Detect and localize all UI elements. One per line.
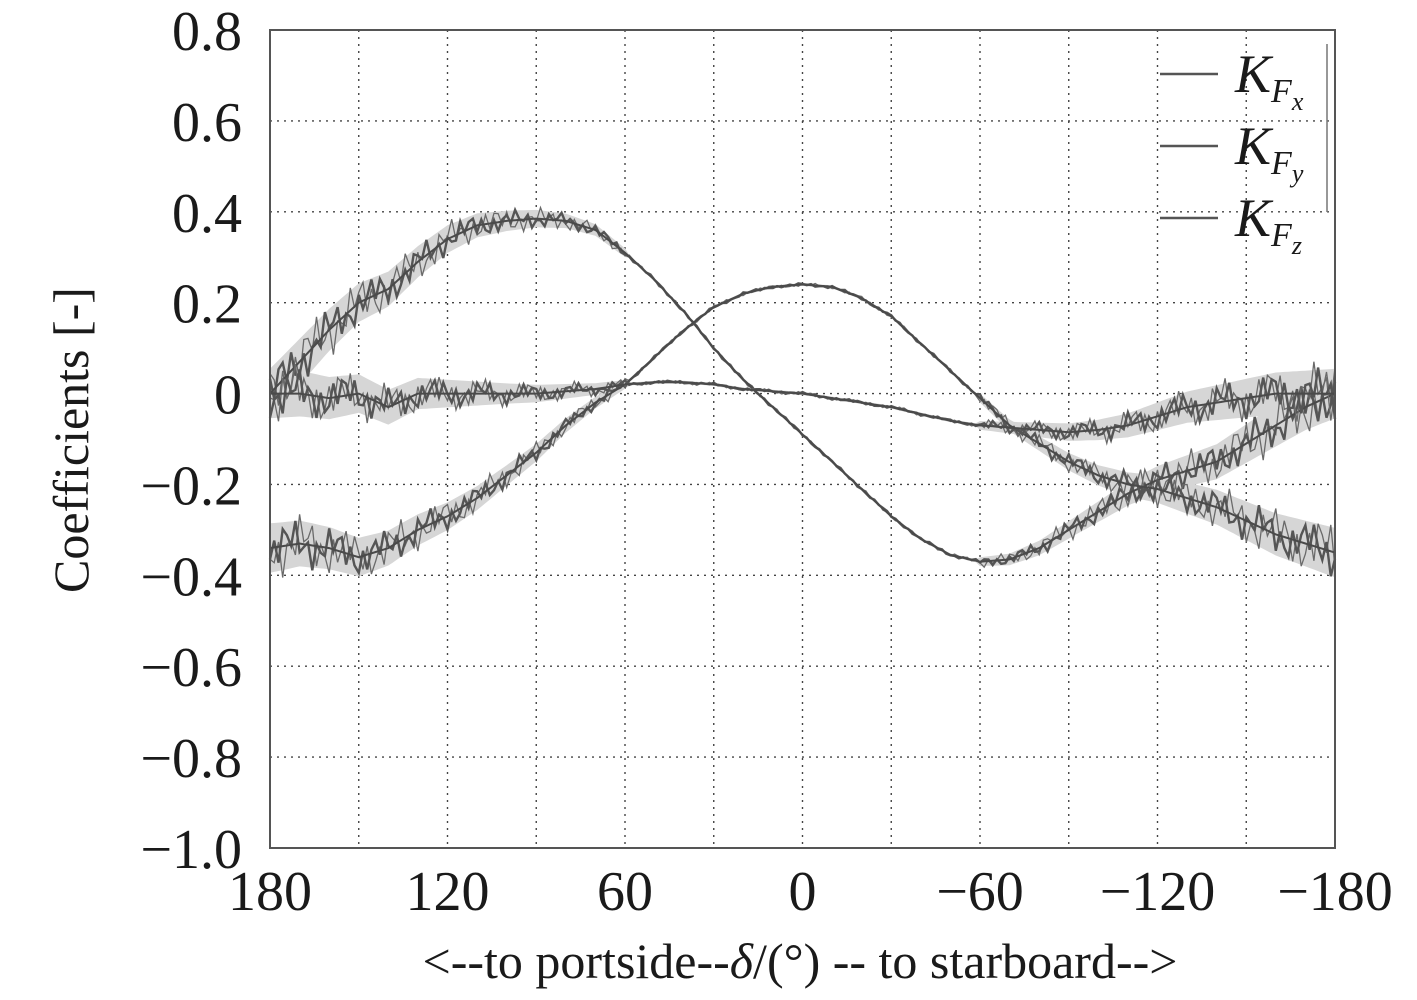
y-tick-label: 0	[214, 365, 242, 427]
series-band	[270, 368, 1335, 441]
x-axis-label-right: /(°) -- to starboard-->	[753, 933, 1177, 989]
x-tick-label: −120	[1100, 861, 1216, 923]
x-tick-label: −60	[936, 861, 1024, 923]
y-tick-label: 0.8	[172, 1, 242, 63]
y-tick-label: −1.0	[140, 819, 242, 881]
grid	[269, 29, 1336, 849]
confidence-bands	[270, 209, 1335, 578]
x-tick-labels: 180 120 60 0 −60 −120 −180	[228, 861, 1393, 923]
y-tick-label: −0.6	[140, 637, 242, 699]
legend-label: KFz	[1234, 188, 1302, 260]
x-axis-label: <--to portside--δ/(°) -- to starboard-->	[423, 933, 1178, 989]
series-band	[270, 283, 1335, 578]
x-tick-label: 60	[597, 861, 653, 923]
y-tick-labels: 0.8 0.6 0.4 0.2 0 −0.2 −0.4 −0.6 −0.8 −1.0	[140, 1, 242, 881]
x-tick-label: 0	[789, 861, 817, 923]
y-axis-label: Coefficients [-]	[43, 287, 99, 593]
legend-label: KFy	[1234, 116, 1304, 188]
series-lines	[268, 205, 1337, 578]
legend-label: KFx	[1234, 44, 1304, 116]
y-tick-label: −0.4	[140, 546, 242, 608]
y-tick-label: 0.2	[172, 274, 242, 336]
x-axis-label-symbol: δ	[730, 933, 754, 989]
y-tick-label: −0.8	[140, 728, 242, 790]
y-tick-label: 0.4	[172, 183, 242, 245]
x-tick-label: 180	[228, 861, 312, 923]
x-tick-label: 120	[406, 861, 490, 923]
x-axis-label-left: <--to portside--	[423, 933, 730, 989]
y-tick-label: −0.2	[140, 455, 242, 517]
x-tick-label: −180	[1277, 861, 1393, 923]
series-mean-line	[269, 283, 1336, 559]
y-tick-label: 0.6	[172, 92, 242, 154]
plot-frame	[269, 29, 1336, 849]
series-mean-line	[270, 381, 1335, 434]
